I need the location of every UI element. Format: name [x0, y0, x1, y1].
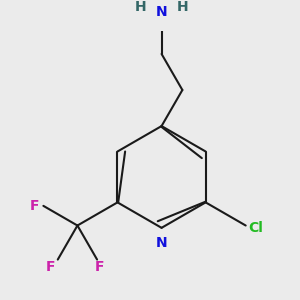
Text: F: F: [29, 199, 39, 213]
Text: Cl: Cl: [248, 221, 263, 235]
Text: H: H: [177, 0, 188, 14]
Text: H: H: [135, 0, 147, 14]
Text: N: N: [156, 236, 167, 250]
Text: N: N: [156, 5, 167, 19]
Text: F: F: [95, 260, 104, 274]
Text: F: F: [46, 260, 56, 274]
